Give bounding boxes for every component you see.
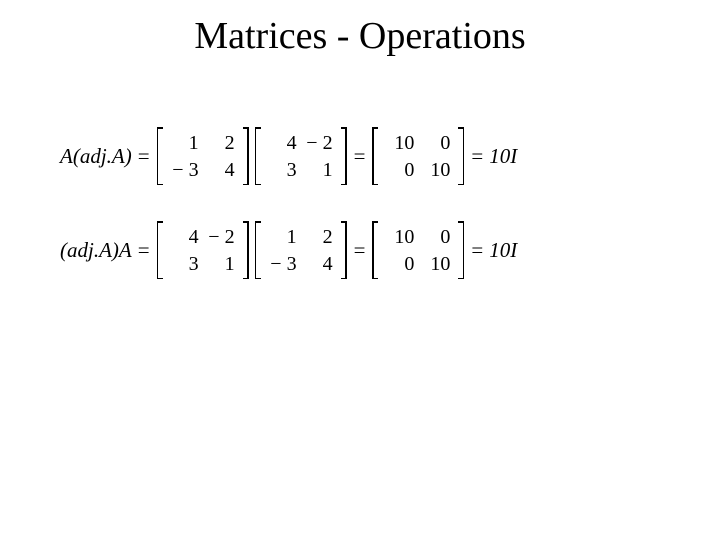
equation-row: (adj.A)A = 4 − 2 3 1 1 2 − 3 4 [60,218,517,282]
bracket-right-icon [458,221,466,279]
eq-lhs: (adj.A)A [60,238,132,263]
matrix-adjA: 4 − 2 3 1 [155,221,251,279]
cell: 4 [167,227,203,247]
cell: 1 [265,227,301,247]
bracket-right-icon [243,127,251,185]
cell: 1 [301,160,337,180]
matrix-adjA: 4 − 2 3 1 [253,127,349,185]
cell: 3 [167,254,203,274]
cell: − 2 [203,227,239,247]
equals-sign: = [354,144,366,169]
eq-lhs: A(adj.A) [60,144,132,169]
bracket-left-icon [155,221,163,279]
matrix-A: 1 2 − 3 4 [155,127,251,185]
matrix-result: 10 0 0 10 [370,221,466,279]
cell: 4 [265,133,301,153]
equals-sign: = [471,238,483,263]
cell: 3 [265,160,301,180]
cell: − 2 [301,133,337,153]
slide: Matrices - Operations A(adj.A) = 1 2 − 3… [0,0,720,540]
equation-row: A(adj.A) = 1 2 − 3 4 4 − 2 3 1 [60,124,517,188]
bracket-left-icon [370,127,378,185]
equals-sign: = [138,144,150,169]
matrix-cells: 4 − 2 3 1 [163,221,243,279]
cell: 0 [418,133,454,153]
cell: 0 [418,227,454,247]
bracket-right-icon [243,221,251,279]
cell: 10 [418,254,454,274]
cell: 0 [382,254,418,274]
cell: 2 [301,227,337,247]
bracket-left-icon [253,221,261,279]
matrix-A: 1 2 − 3 4 [253,221,349,279]
matrix-cells: 1 2 − 3 4 [261,221,341,279]
cell: 0 [382,160,418,180]
bracket-right-icon [341,221,349,279]
cell: 10 [382,227,418,247]
matrix-cells: 4 − 2 3 1 [261,127,341,185]
cell: 1 [203,254,239,274]
cell: − 3 [265,254,301,274]
equals-sign: = [138,238,150,263]
eq-rhs: 10I [489,238,517,263]
cell: 10 [382,133,418,153]
cell: 1 [167,133,203,153]
equals-sign: = [471,144,483,169]
slide-title: Matrices - Operations [0,14,720,58]
cell: − 3 [167,160,203,180]
equals-sign: = [354,238,366,263]
cell: 10 [418,160,454,180]
cell: 4 [203,160,239,180]
bracket-left-icon [370,221,378,279]
equations-block: A(adj.A) = 1 2 − 3 4 4 − 2 3 1 [60,124,517,312]
bracket-left-icon [155,127,163,185]
matrix-result: 10 0 0 10 [370,127,466,185]
matrix-cells: 10 0 0 10 [378,221,458,279]
cell: 4 [301,254,337,274]
eq-rhs: 10I [489,144,517,169]
cell: 2 [203,133,239,153]
bracket-right-icon [341,127,349,185]
matrix-cells: 1 2 − 3 4 [163,127,243,185]
matrix-cells: 10 0 0 10 [378,127,458,185]
bracket-left-icon [253,127,261,185]
bracket-right-icon [458,127,466,185]
